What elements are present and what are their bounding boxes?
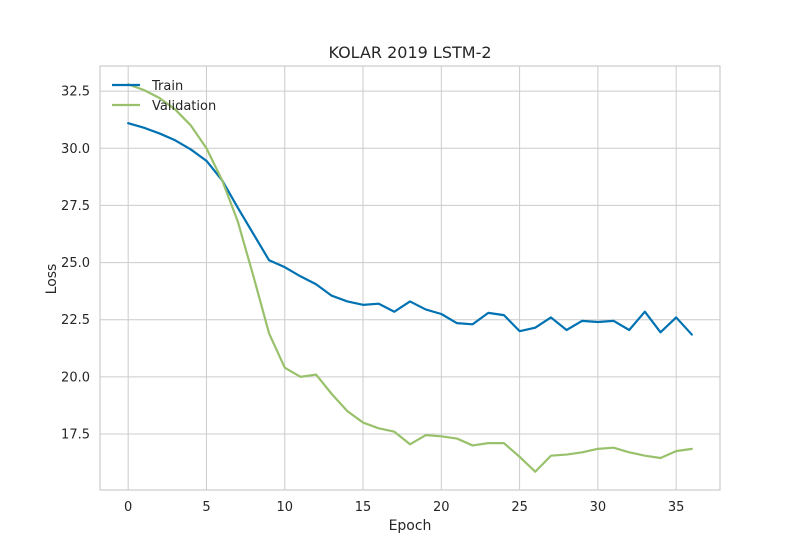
- y-axis-label: Loss: [44, 264, 60, 295]
- grid: [100, 66, 720, 490]
- plot-frame: [99, 65, 721, 491]
- x-tick-label: 15: [355, 500, 372, 515]
- legend: Train Validation: [112, 79, 216, 114]
- x-tick-label: 0: [124, 500, 132, 515]
- y-tick-label: 25.0: [61, 256, 90, 271]
- legend-label-train: Train: [151, 79, 183, 94]
- y-tick-label: 32.5: [61, 85, 90, 100]
- x-tick-label: 35: [668, 500, 685, 515]
- y-tick-label: 27.5: [61, 199, 90, 214]
- y-tick-label: 22.5: [61, 313, 90, 328]
- x-axis-label: Epoch: [389, 518, 432, 534]
- x-tick-label: 10: [276, 500, 293, 515]
- x-tick-label: 25: [511, 500, 528, 515]
- y-tick-label: 20.0: [61, 370, 90, 385]
- x-tick-label: 30: [590, 500, 607, 515]
- x-tick-label: 20: [433, 500, 450, 515]
- y-tick-label: 17.5: [61, 428, 90, 443]
- series-layer: [127, 83, 693, 473]
- x-tick-label: 5: [202, 500, 210, 515]
- chart-title: KOLAR 2019 LSTM-2: [328, 43, 491, 62]
- series-line-validation: [127, 83, 693, 473]
- y-tick-label: 30.0: [61, 142, 90, 157]
- tick-labels: 0 5 10 15 20 25 30 35 17.5 20.0 22.5 25.0 27.5 30.0 32…: [61, 85, 684, 515]
- legend-label-validation: Validation: [152, 99, 216, 114]
